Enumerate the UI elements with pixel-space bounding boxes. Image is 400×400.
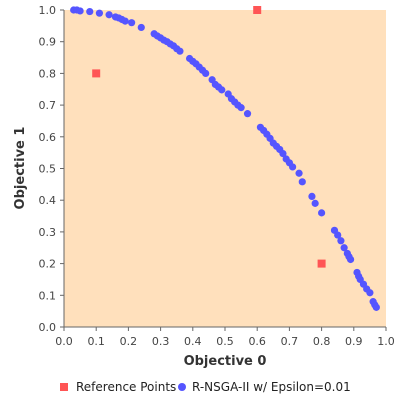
- y-axis-title: Objective 1: [13, 127, 28, 210]
- solution-point: [137, 23, 145, 32]
- x-tick-label: 1.0: [377, 335, 395, 348]
- plot-points: [70, 6, 380, 311]
- solution-point: [298, 178, 306, 186]
- x-tick-label: 0.2: [120, 335, 138, 348]
- solution-point: [176, 47, 184, 55]
- solution-point: [334, 231, 342, 239]
- x-tick-label: 0.5: [216, 335, 234, 348]
- y-tick-label: 0.3: [39, 226, 57, 239]
- y-tick-label: 0.1: [39, 289, 57, 302]
- solution-point: [337, 237, 345, 245]
- x-tick-label: 0.9: [345, 335, 363, 348]
- legend-label-reference-points: Reference Points: [76, 380, 176, 394]
- solution-point: [295, 169, 303, 177]
- legend-marker-r-nsga-ii: [178, 383, 186, 391]
- solution-point: [218, 86, 226, 94]
- x-tick-label: 0.6: [248, 335, 266, 348]
- solution-point: [105, 11, 113, 19]
- y-tick-label: 0.7: [39, 99, 57, 112]
- solution-point: [128, 19, 136, 27]
- y-axis-ticks: 0.0 0.1 0.2 0.3 0.4 0.5 0.6 0.7 0.8 0.9 1.0: [39, 4, 64, 334]
- solution-point: [95, 9, 104, 17]
- solution-point: [311, 199, 319, 207]
- x-tick-label: 0.1: [87, 335, 105, 348]
- solution-point: [340, 244, 348, 252]
- x-tick-label: 0.7: [281, 335, 299, 348]
- reference-point: [317, 259, 326, 268]
- y-tick-label: 0.2: [39, 258, 57, 271]
- x-axis-ticks: 0.0 0.1 0.2 0.3 0.4 0.5 0.6 0.7 0.8 0.9 1.0: [55, 327, 395, 348]
- solution-point: [279, 150, 287, 158]
- reference-point: [253, 6, 262, 14]
- x-axis-title: Objective 0: [184, 354, 267, 369]
- plot-background: [64, 10, 386, 327]
- solution-point: [308, 192, 316, 200]
- y-tick-label: 0.9: [39, 36, 57, 49]
- solution-point: [76, 7, 84, 15]
- solution-point: [318, 209, 326, 217]
- solution-point: [86, 7, 94, 16]
- solution-point: [289, 163, 297, 171]
- reference-point: [92, 69, 101, 78]
- legend-label-r-nsga-ii: R-NSGA-II w/ Epsilon=0.01: [192, 380, 351, 394]
- solution-point: [237, 104, 245, 112]
- x-tick-label: 0.8: [313, 335, 331, 348]
- solution-point: [243, 110, 252, 118]
- solution-point: [121, 17, 129, 25]
- y-tick-label: 0.8: [39, 67, 57, 80]
- solution-point: [372, 303, 380, 311]
- x-tick-label: 0.4: [184, 335, 202, 348]
- y-tick-label: 0.0: [39, 321, 57, 334]
- y-tick-label: 0.6: [39, 131, 57, 144]
- x-tick-label: 0.0: [55, 335, 73, 348]
- x-tick-label: 0.3: [152, 335, 170, 348]
- legend-marker-reference-points: [60, 383, 68, 391]
- y-tick-label: 0.4: [39, 194, 57, 207]
- solution-point: [346, 255, 355, 264]
- y-tick-label: 0.5: [39, 163, 57, 176]
- y-tick-label: 1.0: [39, 4, 57, 17]
- solution-point: [366, 289, 374, 297]
- solution-point: [202, 69, 210, 77]
- legend: Reference Points R-NSGA-II w/ Epsilon=0.…: [60, 380, 351, 394]
